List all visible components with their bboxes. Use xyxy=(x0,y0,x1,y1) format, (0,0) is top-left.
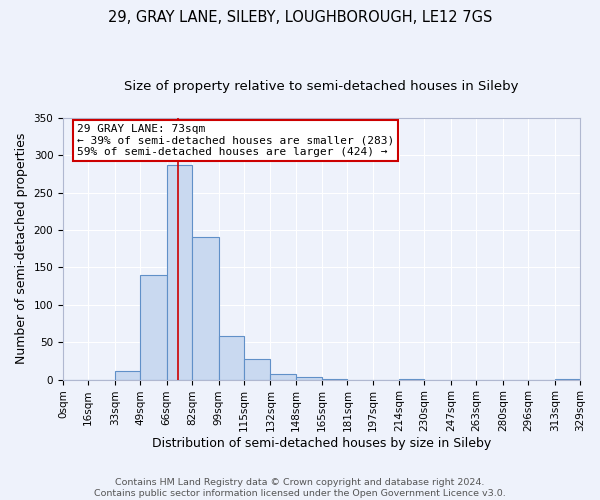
Bar xyxy=(399,379,424,380)
Bar xyxy=(140,275,167,380)
Bar xyxy=(296,378,322,380)
X-axis label: Distribution of semi-detached houses by size in Sileby: Distribution of semi-detached houses by … xyxy=(152,437,491,450)
Text: 29 GRAY LANE: 73sqm
← 39% of semi-detached houses are smaller (283)
59% of semi-: 29 GRAY LANE: 73sqm ← 39% of semi-detach… xyxy=(77,124,394,157)
Bar xyxy=(167,165,192,380)
Bar xyxy=(115,370,140,380)
Text: Contains HM Land Registry data © Crown copyright and database right 2024.
Contai: Contains HM Land Registry data © Crown c… xyxy=(94,478,506,498)
Bar xyxy=(244,358,271,380)
Bar xyxy=(322,379,347,380)
Bar xyxy=(555,379,580,380)
Bar xyxy=(218,336,244,380)
Bar xyxy=(192,238,218,380)
Text: 29, GRAY LANE, SILEBY, LOUGHBOROUGH, LE12 7GS: 29, GRAY LANE, SILEBY, LOUGHBOROUGH, LE1… xyxy=(108,10,492,25)
Y-axis label: Number of semi-detached properties: Number of semi-detached properties xyxy=(15,133,28,364)
Bar xyxy=(271,374,296,380)
Title: Size of property relative to semi-detached houses in Sileby: Size of property relative to semi-detach… xyxy=(124,80,519,93)
